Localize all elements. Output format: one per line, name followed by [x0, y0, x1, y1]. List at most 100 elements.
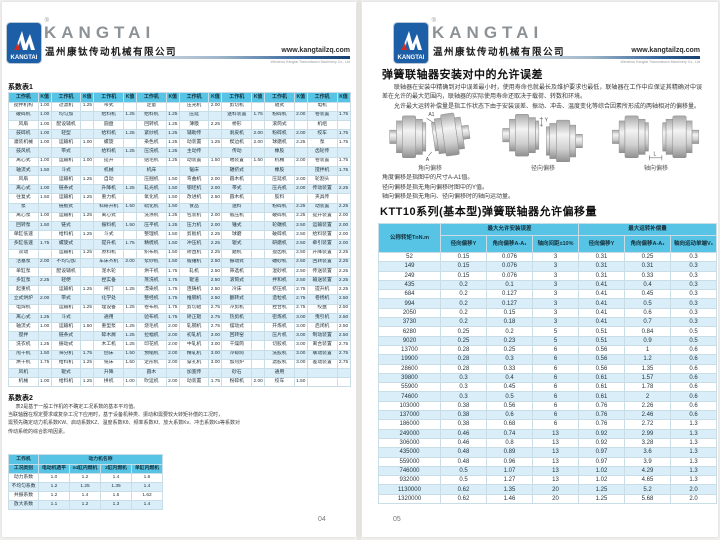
cell: 搅拌机 [306, 165, 338, 177]
col-header: K值 [251, 92, 266, 103]
table-row: 风扇 1.00 配设辅机 圆盘 回转机 1.25 薄膜 2.25 桥形 滚筒式 机组 [8, 119, 351, 131]
cell: 0.3 [486, 354, 533, 365]
cell: 机械 [8, 377, 39, 388]
cell [123, 193, 138, 204]
cell [208, 110, 223, 121]
cell: 0.076 [486, 261, 533, 272]
cell [293, 147, 308, 158]
cell: 2.00 [165, 321, 180, 333]
note-line: 表2是基于一般工作机的不确定工况系数的基本平均值。 [15, 404, 139, 410]
cell: 1.00 [37, 110, 52, 121]
cell: 泵 [8, 202, 39, 213]
brand-tagline: Wenzhou Kangtai Transmission Machinery C… [620, 59, 700, 64]
cell [37, 248, 52, 259]
cell: 给料装置 [306, 230, 338, 241]
cell: 回转泵 [8, 220, 39, 232]
table-row: 435000 0.48 0.89 13 0.97 3.6 1.3 [378, 447, 718, 458]
col-header: 角向偏移A-A₁ [486, 235, 533, 253]
col-header: 径向偏移Y [578, 235, 626, 253]
cell: 0.28 [440, 344, 487, 356]
cell: 6 [531, 372, 580, 384]
logo-text: KANGTAI [11, 55, 38, 61]
cell: 1.50 [165, 193, 180, 204]
cell: 起重机 [8, 285, 39, 296]
cell: 牵引装置 [306, 239, 338, 250]
table-row: 9020 0.25 0.23 5 0.51 0.9 0.5 [378, 335, 718, 346]
table-row: 烘干机 1.75 给料机 1.25 铣床 1.50 定形机 2.00 穿孔机 3.00 加热炉 滤胶机… [8, 358, 351, 369]
section1-paragraphs: 联轴器在安装中精确到对中误差最小时，使用寿命也就最长及维护要求也最低，联轴器在工… [382, 84, 702, 112]
radial-misalignment-diagram: Y 径向偏移 [493, 110, 593, 172]
cell: 0.3 [670, 261, 718, 272]
table-row: 轴流式 1.00 运输机 1.50 重型泵 1.25 烧毛机 2.00 轧钢机 2.75 摆动式 开炼… [8, 321, 351, 333]
cell: 重力机 [93, 193, 125, 204]
table-row: 28600 0.28 0.33 6 0.56 1.35 0.6 [378, 363, 718, 374]
cell [251, 230, 266, 241]
page-left: KANGTAI ® KANGTAI 温州康钛传动机械有限公司 www.kangt… [2, 2, 356, 537]
cell: 切胶机 [264, 340, 295, 351]
cell: 启闭机 [306, 321, 338, 333]
table-row: 风机 辊式 升降 圆木 加宽传 砂石 通用 [8, 367, 351, 379]
cell: 3 [531, 251, 580, 263]
cell: 搅拌机构 [8, 101, 39, 112]
cell: 齿轮传 [306, 147, 338, 158]
cell: 0.076 [486, 251, 533, 263]
diagram-caption: 轴向偏移 [643, 166, 668, 172]
cell [251, 276, 266, 287]
cell: 1.3 [670, 475, 718, 486]
cell: 3.28 [624, 437, 672, 449]
cell [165, 101, 180, 112]
cell: 5.68 [624, 493, 672, 505]
table-row: 39800 0.3 0.4 6 0.61 1.57 0.6 [378, 372, 718, 384]
cell [336, 174, 351, 186]
cell: 0.6 [670, 410, 718, 421]
cell: 2.25 [336, 184, 351, 195]
cell: 辊式 [221, 239, 253, 250]
cell [123, 266, 138, 278]
col-header: 动力机名称 [38, 454, 163, 465]
cell: 1.25 [80, 211, 95, 222]
cell: 单缸泵 [8, 266, 39, 278]
cell: 1.25 [80, 285, 95, 296]
table-row: 放大系数 1.1 1.2 1.3 1.4 [8, 500, 163, 510]
cell: 2.75 [208, 312, 223, 324]
cell: 传动 [221, 147, 253, 158]
col-header: 工作机 [8, 454, 39, 465]
table-row: 55900 0.3 0.45 6 0.61 1.78 0.6 [378, 382, 718, 393]
cell: 剪板机 [178, 230, 210, 241]
cell: 0.97 [578, 456, 626, 467]
cell: 0.48 [440, 447, 487, 458]
cell: 捏实备 [93, 276, 125, 287]
cell: 1.25 [165, 110, 180, 121]
cell: 粉碎机 [264, 110, 295, 121]
cell: 1.75 [336, 165, 351, 177]
cell: 0.51 [578, 335, 626, 346]
cell: 搅齿机 [264, 248, 295, 259]
cell: 1.50 [37, 165, 52, 177]
cell: 泥水轮 [93, 266, 125, 278]
ktt10-offset-table: 公称转矩TnN.m 最大允许安装误差 最大运转补偿量 径向偏移Y 角向偏移A-A₁ 轴向间… [378, 223, 718, 505]
table-row: 435 0.2 0.1 3 0.41 0.4 0.3 [378, 279, 718, 291]
cell: 0.3 [670, 298, 718, 309]
cell: 挤压机 [264, 285, 295, 296]
cell [336, 119, 351, 131]
cell: 5 [531, 335, 580, 346]
cell: 2.50 [293, 239, 308, 250]
cell: 轮割头 [306, 174, 338, 186]
cell: 矫直机 [178, 248, 210, 259]
cell: 52 [378, 251, 441, 263]
cell: 钢坯机 [178, 184, 210, 195]
cell: 拌和机 [264, 276, 295, 287]
cell: 漂染机 [136, 285, 167, 296]
cell: 2.50 [293, 276, 308, 287]
cell [336, 101, 351, 112]
cell: 电机 [306, 101, 338, 112]
cell: 2.00 [208, 220, 223, 232]
cell: 食品 [178, 202, 210, 213]
cell: 0.56 [578, 363, 626, 374]
cell: 1.75 [123, 239, 138, 250]
cell: 球磨机 [264, 138, 295, 149]
cell [251, 358, 266, 369]
cell: 烘干机 [8, 358, 39, 369]
cell: 传动装置 [306, 184, 338, 195]
